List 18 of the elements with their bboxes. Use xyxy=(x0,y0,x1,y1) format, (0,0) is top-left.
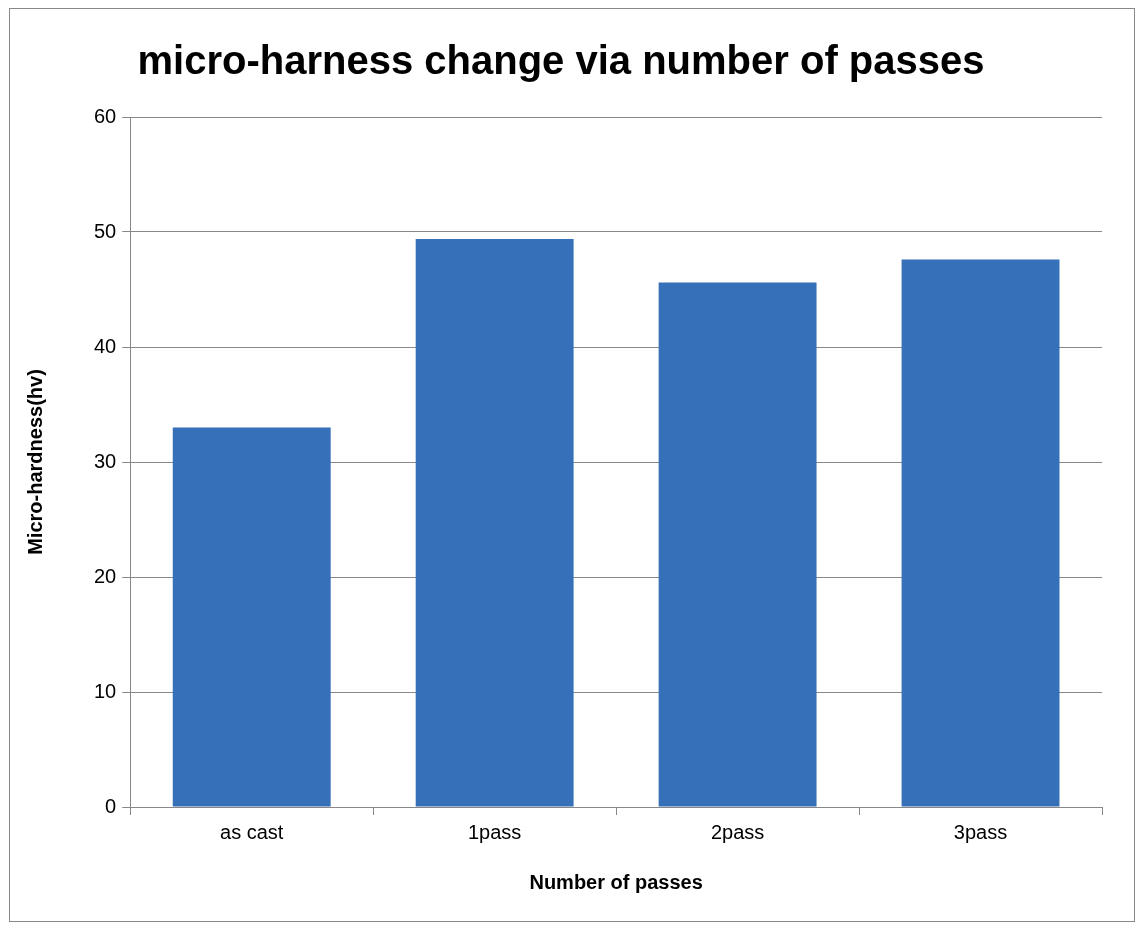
y-tick-label: 60 xyxy=(94,104,117,127)
bar xyxy=(415,238,574,807)
y-tick-label: 40 xyxy=(94,334,117,357)
chart-title: micro-harness change via number of passes xyxy=(137,38,985,83)
y-axis-title: Micro-hardness(hv) xyxy=(23,369,46,555)
x-tick-label: as cast xyxy=(220,820,284,843)
y-tick-label: 0 xyxy=(105,794,117,817)
y-tick-label: 20 xyxy=(94,564,117,587)
y-tick-label: 30 xyxy=(94,449,117,472)
y-tick-label: 10 xyxy=(94,679,117,702)
bar xyxy=(901,259,1060,807)
x-tick-label: 1pass xyxy=(467,820,522,843)
bar xyxy=(658,282,817,807)
x-tick-label: 2pass xyxy=(710,820,765,843)
y-tick-label: 50 xyxy=(94,219,117,242)
x-tick-label: 3pass xyxy=(953,820,1008,843)
x-axis-title: Number of passes xyxy=(529,870,703,893)
bar xyxy=(172,427,331,807)
